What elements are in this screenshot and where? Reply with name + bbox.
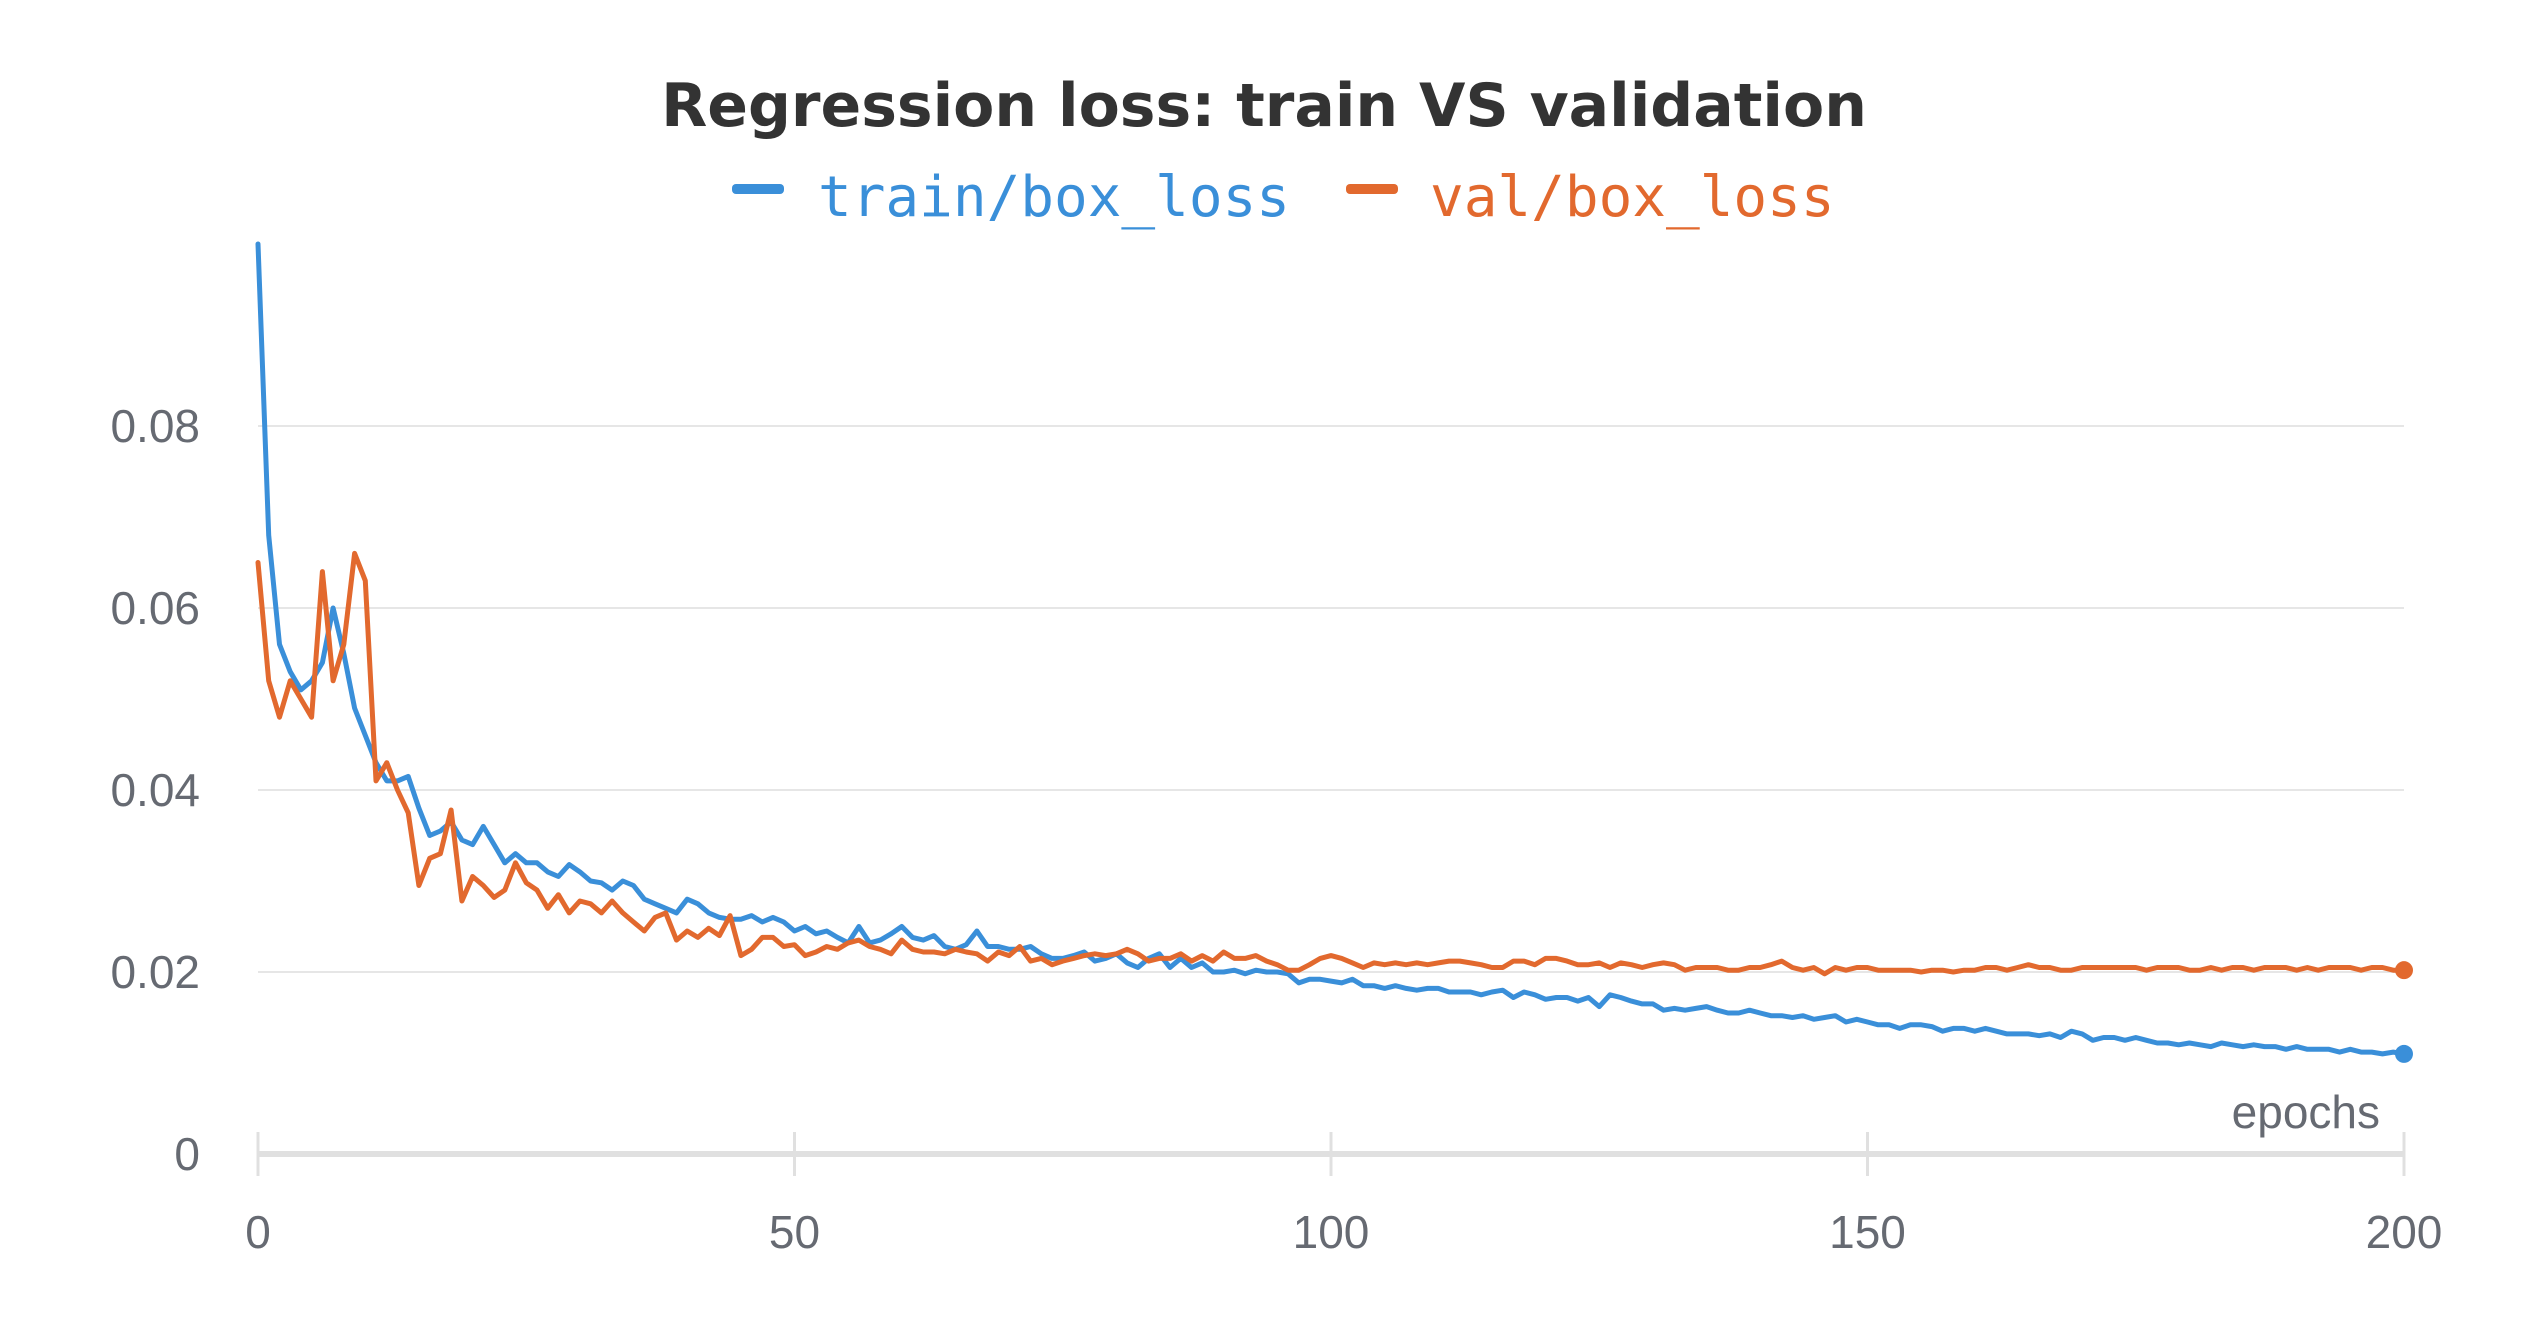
y-tick-label: 0.04 <box>110 764 200 816</box>
axes: 0 0.02 0.04 0.06 0.08 0 50 100 150 200 <box>110 400 2442 1258</box>
legend-label-val: val/box_loss <box>1430 165 1835 230</box>
y-tick-label: 0.02 <box>110 946 200 998</box>
x-tick-label: 50 <box>769 1206 820 1258</box>
x-axis-label: epochs <box>2232 1086 2380 1138</box>
x-tick-label: 150 <box>1829 1206 1906 1258</box>
legend-swatch-train <box>732 184 784 194</box>
series-end-marker-val-box-loss <box>2395 961 2413 980</box>
series-end-marker-train-box-loss <box>2395 1044 2413 1063</box>
series-line-val-box-loss <box>255 550 2407 977</box>
y-tick-label: 0 <box>174 1128 200 1180</box>
legend: train/box_loss val/box_loss <box>732 165 1835 230</box>
series <box>255 241 2413 1063</box>
x-tick-label: 100 <box>1293 1206 1370 1258</box>
x-tick-label: 0 <box>245 1206 271 1258</box>
y-tick-label: 0.06 <box>110 582 200 634</box>
legend-swatch-val <box>1346 184 1398 194</box>
x-tick-label: 200 <box>2366 1206 2443 1258</box>
y-tick-label: 0.08 <box>110 400 200 452</box>
legend-label-train: train/box_loss <box>818 165 1290 230</box>
grid <box>258 425 2404 973</box>
chart-title: Regression loss: train VS validation <box>661 71 1867 141</box>
series-line-train-box-loss <box>255 241 2407 1057</box>
